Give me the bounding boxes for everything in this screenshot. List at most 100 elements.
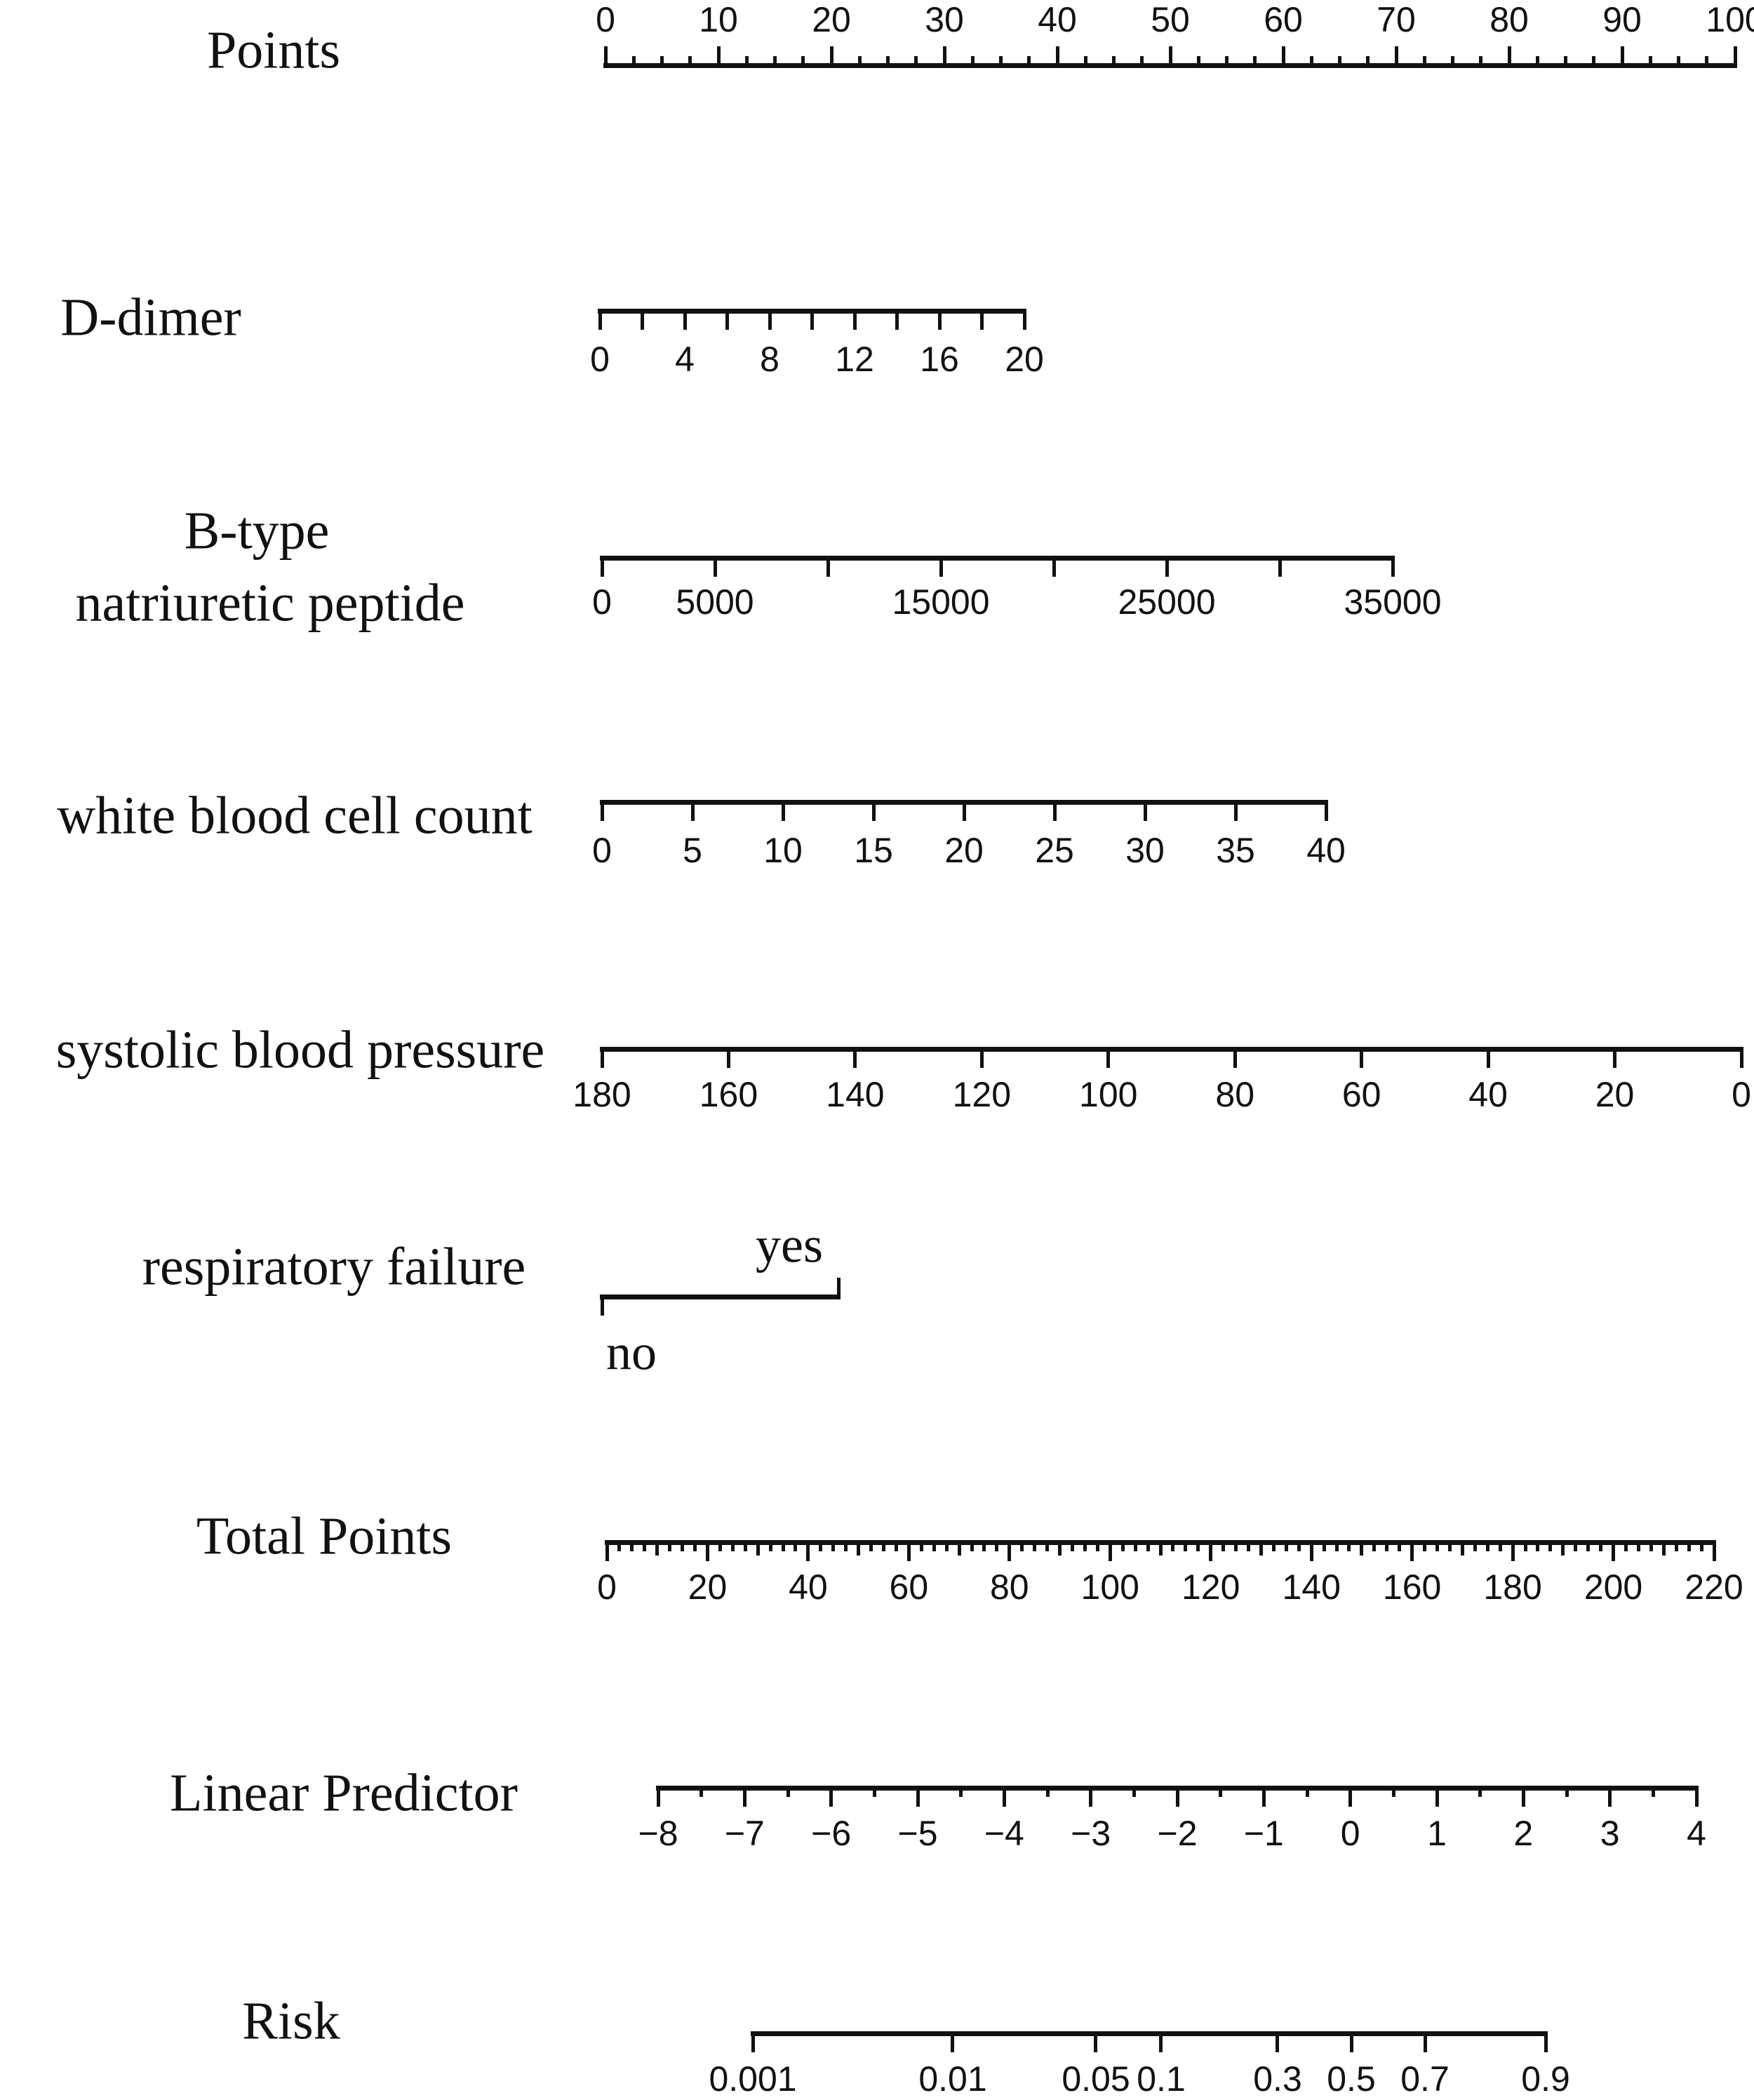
- axis-tick-label-linear-predictor: −5: [897, 1814, 938, 1853]
- axis-tick-points: [1394, 46, 1398, 67]
- axis-tick-points: [942, 46, 946, 67]
- axis-tick-risk: [1159, 2031, 1163, 2052]
- axis-tick-systolic-blood-pressure: [1233, 1047, 1237, 1068]
- axis-tick-points: [660, 56, 664, 67]
- axis-tick-total-points: [1271, 1540, 1276, 1551]
- axis-tick-total-points: [1347, 1540, 1351, 1551]
- axis-tick-total-points: [1485, 1540, 1489, 1551]
- axis-tick-total-points: [1385, 1540, 1389, 1551]
- axis-tick-total-points: [1146, 1540, 1150, 1551]
- axis-tick-total-points: [1398, 1540, 1402, 1551]
- axis-tick-label-linear-predictor: −6: [811, 1814, 852, 1853]
- axis-tick-label-systolic-blood-pressure: 120: [952, 1075, 1012, 1114]
- axis-tick-total-points: [1561, 1540, 1565, 1556]
- axis-tick-total-points: [705, 1540, 709, 1561]
- axis-tick-total-points: [1536, 1540, 1540, 1551]
- axis-tick-total-points: [1574, 1540, 1578, 1551]
- axis-tick-label-systolic-blood-pressure: 160: [699, 1075, 758, 1114]
- axis-tick-label-linear-predictor: 1: [1427, 1814, 1447, 1853]
- axis-tick-systolic-blood-pressure: [600, 1047, 604, 1068]
- axis-tick-total-points: [1171, 1540, 1175, 1551]
- axis-tick-points: [716, 46, 721, 67]
- axis-tick-label-points: 60: [1264, 0, 1303, 39]
- axis-tick-total-points: [1661, 1540, 1666, 1556]
- axis-tick-label-systolic-blood-pressure: 60: [1341, 1075, 1381, 1114]
- axis-tick-total-points: [995, 1540, 999, 1551]
- axis-line-respiratory-failure: [600, 1295, 841, 1299]
- axis-tick-risk: [1423, 2031, 1427, 2052]
- axis-tick-linear-predictor: [786, 1786, 790, 1797]
- axis-tick-label-risk: 0.05: [1062, 2059, 1130, 2099]
- axis-tick-total-points: [1586, 1540, 1591, 1551]
- axis-tick-white-blood-cell-count: [600, 800, 604, 821]
- axis-tick-total-points: [1636, 1540, 1640, 1551]
- axis-tick-total-points: [1196, 1540, 1200, 1551]
- axis-tick-label-white-blood-cell-count: 30: [1125, 831, 1165, 870]
- axis-tick-total-points: [882, 1540, 885, 1551]
- axis-tick-label-points: 0: [596, 0, 615, 39]
- axis-tick-label-points: 30: [925, 0, 964, 39]
- axis-tick-linear-predictor: [1478, 1786, 1482, 1797]
- axis-tick-white-blood-cell-count: [781, 800, 785, 821]
- axis-tick-label-white-blood-cell-count: 20: [944, 831, 984, 870]
- axis-tick-total-points: [1070, 1540, 1074, 1551]
- row-title-white-blood-cell-count: white blood cell count: [57, 786, 533, 845]
- axis-tick-label-total-points: 100: [1080, 1567, 1139, 1607]
- axis-tick-label-risk: 0.9: [1521, 2059, 1570, 2099]
- axis-tick-total-points: [668, 1540, 672, 1551]
- axis-tick-total-points: [1624, 1540, 1628, 1551]
- axis-tick-linear-predictor: [742, 1786, 747, 1807]
- axis-tick-label-points: 40: [1038, 0, 1077, 39]
- axis-tick-label-total-points: 200: [1584, 1567, 1643, 1607]
- axis-tick-total-points: [1460, 1540, 1464, 1556]
- axis-tick-label-systolic-blood-pressure: 140: [826, 1075, 885, 1114]
- axis-tick-points: [1620, 46, 1624, 67]
- axis-tick-label-total-points: 40: [789, 1567, 828, 1607]
- axis-tick-total-points: [617, 1540, 622, 1551]
- row-title-linear-predictor: Linear Predictor: [170, 1763, 518, 1823]
- axis-tick-points: [1422, 56, 1426, 67]
- axis-tick-points: [688, 56, 692, 67]
- axis-tick-total-points: [957, 1540, 961, 1556]
- axis-tick-points: [1196, 56, 1200, 67]
- axis-line-b-type-natriuretic-peptide: [600, 556, 1395, 561]
- axis-tick-total-points: [1284, 1540, 1288, 1551]
- axis-tick-linear-predictor: [829, 1786, 834, 1807]
- axis-tick-systolic-blood-pressure: [979, 1047, 984, 1068]
- axis-tick-linear-predictor: [656, 1786, 660, 1807]
- axis-tick-total-points: [869, 1540, 873, 1551]
- axis-tick-white-blood-cell-count: [962, 800, 966, 821]
- axis-tick-label-points: 80: [1489, 0, 1529, 39]
- axis-tick-total-points: [1095, 1540, 1099, 1551]
- axis-tick-label-points: 20: [812, 0, 851, 39]
- row-title-d-dimer: D-dimer: [60, 288, 241, 347]
- axis-tick-points: [1564, 56, 1567, 67]
- axis-tick-b-type-natriuretic-peptide: [1052, 556, 1056, 577]
- axis-tick-total-points: [806, 1540, 810, 1561]
- row-title-points: Points: [206, 20, 341, 80]
- axis-tick-label-b-type-natriuretic-peptide: 15000: [892, 582, 990, 622]
- axis-tick-total-points: [781, 1540, 785, 1551]
- axis-tick-total-points: [1234, 1540, 1238, 1551]
- axis-tick-label-points: 50: [1151, 0, 1190, 39]
- axis-tick-points: [829, 46, 834, 67]
- axis-tick-total-points: [794, 1540, 798, 1551]
- axis-tick-total-points: [1221, 1540, 1226, 1551]
- axis-tick-label-total-points: 160: [1382, 1567, 1442, 1607]
- axis-tick-risk: [1349, 2031, 1353, 2052]
- axis-tick-systolic-blood-pressure: [853, 1047, 857, 1068]
- axis-tick-d-dimer: [980, 309, 984, 330]
- axis-tick-points: [914, 56, 918, 67]
- axis-tick-total-points: [605, 1540, 609, 1561]
- axis-tick-label-b-type-natriuretic-peptide: 35000: [1344, 582, 1442, 622]
- axis-tick-linear-predictor: [1175, 1786, 1179, 1807]
- axis-tick-label-risk: 0.1: [1137, 2059, 1186, 2099]
- axis-tick-d-dimer: [810, 309, 814, 330]
- axis-tick-label-white-blood-cell-count: 0: [592, 831, 612, 870]
- axis-tick-points: [1112, 56, 1116, 67]
- axis-tick-total-points: [906, 1540, 911, 1561]
- axis-tick-total-points: [1523, 1540, 1527, 1551]
- axis-tick-risk: [1276, 2031, 1280, 2052]
- axis-tick-points: [1027, 56, 1031, 67]
- axis-tick-linear-predictor: [1435, 1786, 1439, 1807]
